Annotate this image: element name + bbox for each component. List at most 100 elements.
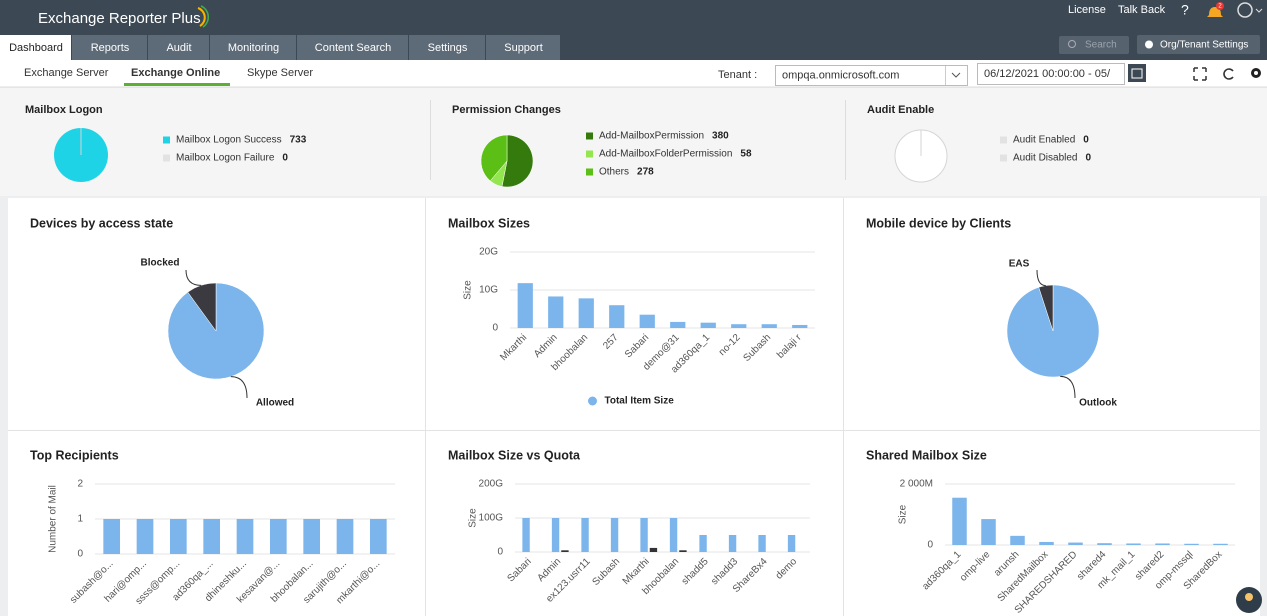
- refresh-icon[interactable]: [1223, 68, 1234, 80]
- y-tick-label: 2 000M: [900, 479, 933, 490]
- notification-count: 2: [1218, 4, 1222, 10]
- chart-title: Mailbox Logon: [25, 104, 103, 116]
- bar: [1155, 543, 1170, 545]
- legend-swatch: [586, 150, 593, 158]
- legend-value: 0: [1085, 153, 1091, 164]
- fullscreen-icon[interactable]: [1193, 67, 1207, 81]
- y-tick-label: 200G: [479, 479, 504, 490]
- bar: [236, 519, 254, 554]
- y-tick-label: 0: [497, 547, 503, 558]
- calendar-icon: [1131, 68, 1143, 79]
- bar: [136, 519, 154, 554]
- legend-value: 733: [290, 135, 307, 146]
- search-icon: [1068, 40, 1076, 48]
- user-icon[interactable]: [1237, 2, 1253, 18]
- bar: [336, 519, 354, 554]
- nav-tab[interactable]: [486, 35, 560, 60]
- chart-title: Mailbox Size vs Quota: [448, 448, 581, 462]
- date-box[interactable]: [977, 63, 1125, 85]
- bar: [1213, 543, 1228, 545]
- bar: [561, 550, 569, 552]
- bar: [981, 519, 996, 545]
- subtab-active[interactable]: Exchange Online: [131, 67, 220, 79]
- logo: Exchange Reporter Plus: [38, 10, 201, 27]
- legend-swatch: [586, 168, 593, 176]
- nav-tab[interactable]: [409, 35, 485, 60]
- legend-value: 278: [637, 167, 654, 178]
- bar: [787, 535, 796, 552]
- bar: [522, 518, 530, 552]
- y-axis-label: Size: [898, 504, 909, 524]
- search-box[interactable]: [1059, 36, 1129, 54]
- y-tick-label: 10G: [479, 285, 498, 296]
- tenant-label: Tenant :: [718, 69, 757, 81]
- talkback-link[interactable]: Talk Back: [1118, 4, 1166, 16]
- y-tick-label: 2: [77, 479, 83, 490]
- chart-title: Audit Enable: [867, 104, 934, 116]
- y-tick-label: 0: [77, 549, 83, 560]
- legend-swatch: [1000, 154, 1007, 162]
- bar: [731, 324, 747, 328]
- bar: [639, 314, 655, 328]
- chart-title: Mobile device by Clients: [866, 216, 1011, 230]
- legend-label: Add-MailboxPermission: [599, 131, 704, 142]
- nav-tab-label: Settings: [428, 42, 468, 54]
- gear-icon: [1145, 40, 1153, 49]
- bar: [1126, 543, 1141, 545]
- legend-swatch: [1000, 136, 1007, 144]
- legend-value: 0: [1083, 135, 1089, 146]
- y-tick-label: 100G: [479, 513, 504, 524]
- notification-badge: [1216, 2, 1224, 10]
- bar: [548, 296, 564, 328]
- legend-label: Total Item Size: [605, 396, 675, 407]
- logo-arc: [197, 7, 206, 27]
- legend-label: Others: [599, 167, 629, 178]
- org-settings-button[interactable]: [1137, 35, 1260, 54]
- nav-tab[interactable]: [297, 35, 408, 60]
- chat-avatar: [1245, 593, 1253, 601]
- settings-icon-hole: [1254, 71, 1258, 75]
- tenant-select[interactable]: [775, 65, 968, 86]
- legend-value: 58: [740, 149, 752, 160]
- chart-title: Shared Mailbox Size: [866, 448, 987, 462]
- license-link[interactable]: License: [1068, 4, 1106, 16]
- nav-tab[interactable]: [148, 35, 209, 60]
- chart-title: Devices by access state: [30, 216, 173, 230]
- bar: [270, 519, 287, 554]
- y-axis-label: Number of Mail: [48, 485, 59, 553]
- bar: [609, 305, 625, 328]
- bar: [758, 535, 766, 552]
- pie-leader: [230, 376, 248, 399]
- calendar-button[interactable]: [1128, 64, 1146, 82]
- nav-tab-label: Monitoring: [228, 42, 279, 54]
- bar: [517, 283, 533, 328]
- bar: [728, 535, 737, 552]
- legend-swatch: [163, 136, 170, 144]
- legend-value: 380: [712, 131, 729, 142]
- tenant-value: ompqa.onmicrosoft.com: [782, 69, 899, 81]
- bar: [370, 519, 387, 554]
- subtab[interactable]: Skype Server: [247, 67, 313, 79]
- nav-tab-active[interactable]: [0, 35, 71, 60]
- bar: [640, 518, 648, 552]
- bar: [203, 519, 220, 554]
- nav-tab[interactable]: [72, 35, 147, 60]
- y-tick-label: 20G: [479, 247, 498, 258]
- y-axis-label: Size: [463, 280, 474, 300]
- active-underline: [124, 83, 230, 86]
- help-link[interactable]: ?: [1181, 2, 1189, 18]
- nav-tab-label: Dashboard: [9, 42, 63, 54]
- chart-title: Mailbox Sizes: [448, 216, 530, 230]
- chart-title: Top Recipients: [30, 448, 119, 462]
- subtab[interactable]: Exchange Server: [24, 67, 109, 79]
- pie-slice: [1038, 284, 1054, 332]
- y-tick-label: 0: [492, 323, 498, 334]
- bar: [103, 519, 120, 554]
- legend-label: Audit Enabled: [1013, 135, 1075, 146]
- nav-tab[interactable]: [210, 35, 296, 60]
- pie-label: Outlook: [1079, 398, 1117, 409]
- bar: [700, 322, 716, 328]
- pie-leader: [185, 269, 202, 286]
